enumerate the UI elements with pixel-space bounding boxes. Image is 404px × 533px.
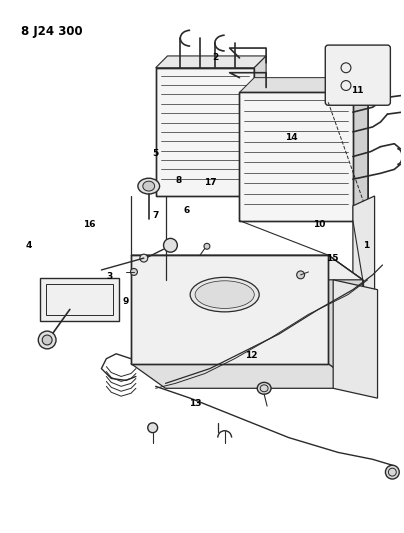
Text: 4: 4: [25, 241, 32, 250]
Text: 5: 5: [153, 149, 159, 158]
Bar: [131, 255, 328, 364]
Text: 14: 14: [286, 133, 298, 142]
Text: 15: 15: [326, 254, 339, 263]
Text: 3: 3: [106, 272, 112, 281]
Text: 17: 17: [204, 177, 216, 187]
Ellipse shape: [42, 335, 52, 345]
Ellipse shape: [140, 254, 148, 262]
Text: 9: 9: [123, 297, 129, 306]
Ellipse shape: [138, 178, 160, 194]
Polygon shape: [254, 56, 266, 196]
Text: 1: 1: [363, 241, 369, 250]
Ellipse shape: [385, 465, 399, 479]
Ellipse shape: [130, 269, 137, 276]
Text: 8: 8: [175, 176, 181, 185]
Polygon shape: [353, 78, 368, 221]
Polygon shape: [328, 255, 363, 389]
Ellipse shape: [143, 181, 155, 191]
Bar: [240, 92, 353, 221]
Bar: [156, 68, 254, 196]
Ellipse shape: [148, 423, 158, 433]
FancyBboxPatch shape: [325, 45, 390, 105]
Ellipse shape: [257, 382, 271, 394]
Polygon shape: [333, 280, 378, 398]
Text: 2: 2: [213, 53, 219, 62]
Text: 12: 12: [245, 351, 258, 360]
Ellipse shape: [297, 271, 305, 279]
Ellipse shape: [195, 281, 254, 309]
Polygon shape: [353, 196, 375, 314]
Ellipse shape: [204, 244, 210, 249]
Polygon shape: [254, 78, 368, 206]
Text: 16: 16: [83, 220, 96, 229]
Text: 6: 6: [183, 206, 189, 215]
Ellipse shape: [38, 331, 56, 349]
Text: 7: 7: [152, 211, 159, 220]
Bar: [156, 68, 254, 196]
Text: 10: 10: [313, 220, 326, 229]
Bar: [131, 255, 328, 364]
Polygon shape: [131, 364, 363, 389]
Text: 8 J24 300: 8 J24 300: [21, 26, 82, 38]
Bar: [240, 92, 353, 221]
Bar: [46, 284, 113, 316]
Polygon shape: [131, 255, 363, 280]
Bar: [40, 278, 119, 321]
Ellipse shape: [190, 277, 259, 312]
Polygon shape: [240, 78, 368, 92]
Polygon shape: [156, 56, 266, 68]
Text: 11: 11: [351, 86, 363, 95]
Text: 13: 13: [189, 399, 201, 408]
Ellipse shape: [164, 238, 177, 252]
